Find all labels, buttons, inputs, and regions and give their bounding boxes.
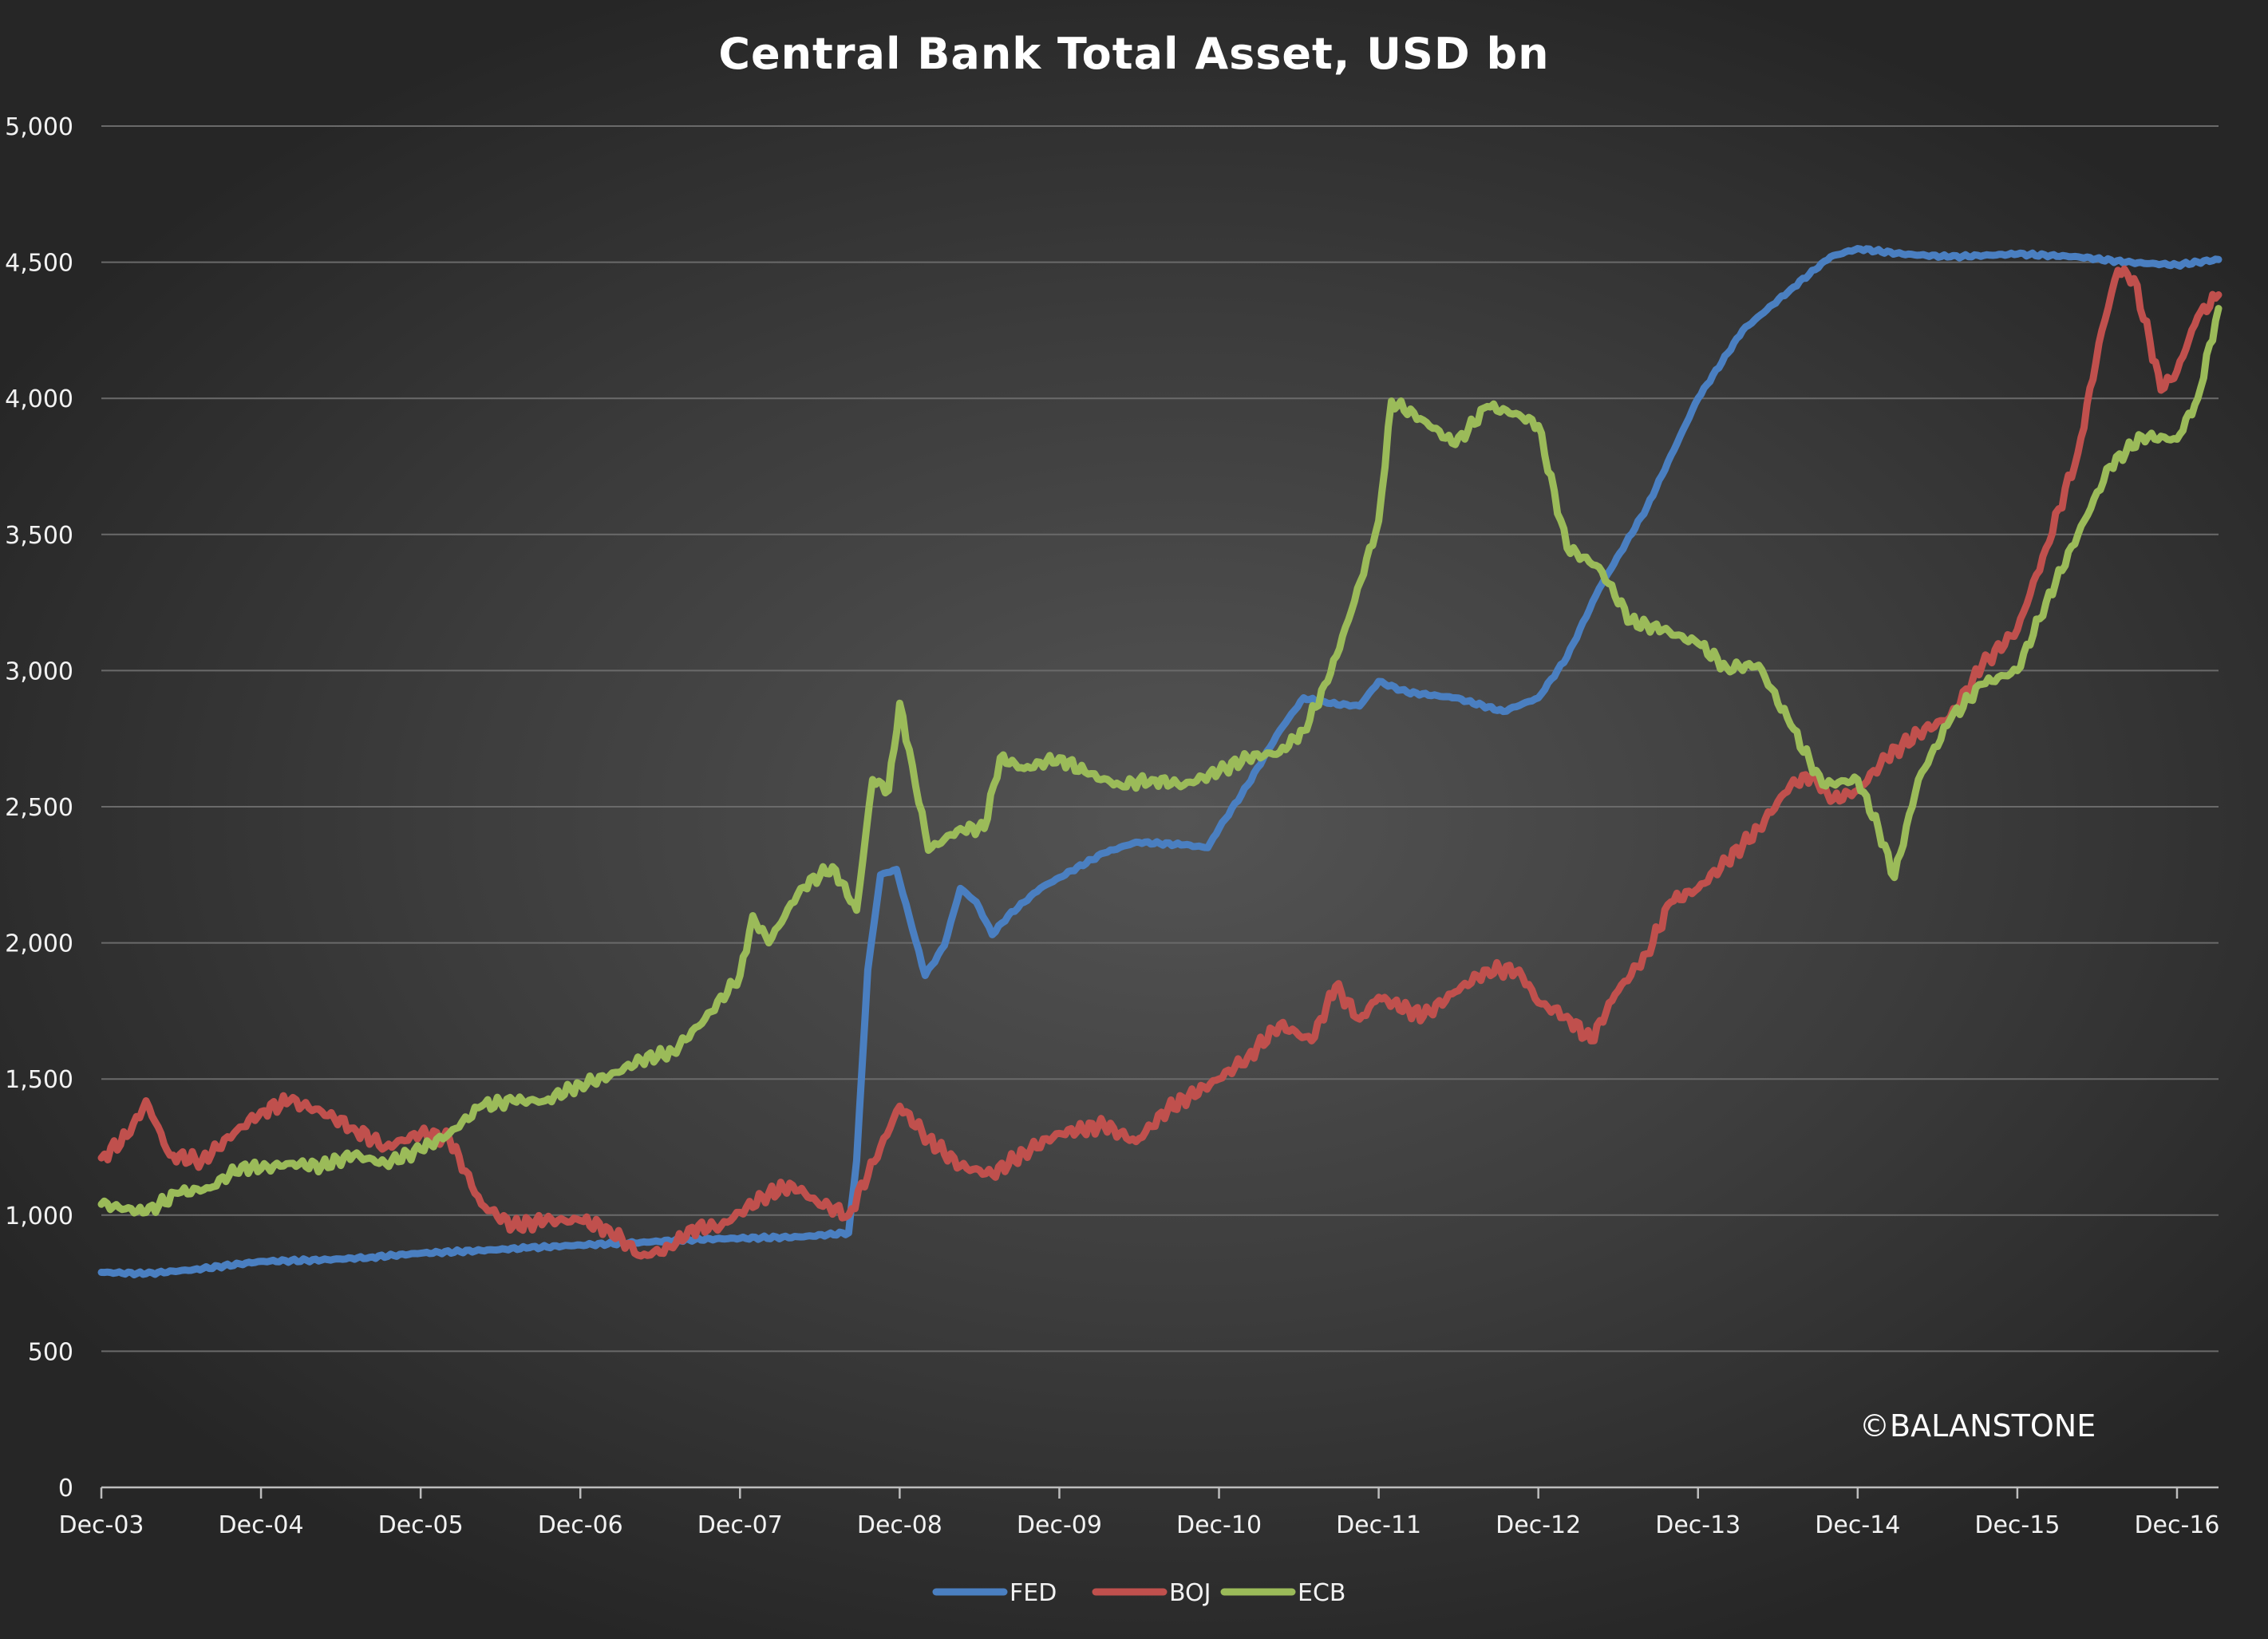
series-line-ecb — [97, 305, 2223, 1217]
x-tick-label: Dec-06 — [538, 1511, 623, 1539]
x-tick-label: Dec-14 — [1815, 1511, 1900, 1539]
x-tick-label: Dec-08 — [857, 1511, 942, 1539]
y-tick-label: 5,000 — [5, 113, 73, 141]
series-line-boj — [97, 265, 2223, 1260]
x-tick-label: Dec-05 — [378, 1511, 464, 1539]
y-tick-label: 1,000 — [5, 1203, 73, 1230]
legend: FED BOJ ECB — [932, 1579, 1345, 1607]
x-tick-label: Dec-07 — [697, 1511, 783, 1539]
x-axis-ticks: Dec-03 Dec-04 Dec-05 Dec-06 Dec-07 Dec-08 Dec-… — [58, 1487, 2220, 1539]
watermark-text: ©BALANSTONE — [1859, 1408, 2096, 1444]
y-tick-label: 4,500 — [5, 250, 73, 278]
x-tick-label: Dec-12 — [1496, 1511, 1581, 1539]
y-tick-label: 1,500 — [5, 1066, 73, 1094]
legend-label-ecb: ECB — [1298, 1579, 1345, 1607]
x-tick-label: Dec-03 — [58, 1511, 144, 1539]
y-tick-label: 2,500 — [5, 794, 73, 822]
legend-label-boj: BOJ — [1169, 1579, 1211, 1607]
x-tick-label: Dec-09 — [1017, 1511, 1102, 1539]
chart-title: Central Bank Total Asset, USD bn — [718, 29, 1549, 79]
y-axis-ticks: 0 500 1,000 1,500 2,000 2,500 3,000 3,500 4,000 4… — [5, 113, 73, 1503]
y-tick-label: 3,500 — [5, 522, 73, 550]
x-tick-label: Dec-11 — [1336, 1511, 1421, 1539]
y-tick-label: 3,000 — [5, 658, 73, 685]
x-tick-label: Dec-10 — [1176, 1511, 1262, 1539]
y-tick-label: 4,000 — [5, 385, 73, 413]
x-tick-label: Dec-04 — [219, 1511, 304, 1539]
legend-label-fed: FED — [1010, 1579, 1057, 1607]
y-tick-label: 2,000 — [5, 930, 73, 958]
series-lines — [97, 245, 2223, 1279]
x-tick-label: Dec-15 — [1974, 1511, 2060, 1539]
series-line-fed — [97, 245, 2223, 1279]
x-tick-label: Dec-16 — [2134, 1511, 2219, 1539]
grid-lines — [101, 125, 2219, 1353]
y-tick-label: 0 — [58, 1475, 73, 1503]
y-tick-label: 500 — [28, 1338, 73, 1366]
x-tick-label: Dec-13 — [1655, 1511, 1741, 1539]
